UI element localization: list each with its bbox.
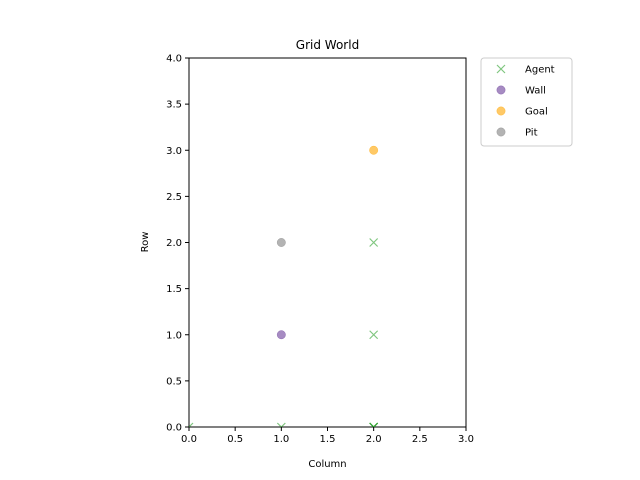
agent-point — [369, 422, 379, 427]
agent-point — [189, 422, 194, 427]
x-tick-label: 0.0 — [181, 434, 197, 445]
pit-point — [276, 238, 286, 247]
y-tick-label: 2.5 — [166, 192, 182, 203]
y-tick-label: 4.0 — [166, 54, 182, 65]
x-tick-label: 2.0 — [366, 434, 382, 445]
x-tick-label: 2.5 — [412, 434, 428, 445]
legend-label-goal: Goal — [525, 107, 548, 118]
legend-box — [480, 57, 573, 147]
data-points — [189, 145, 379, 427]
legend-label-agent: Agent — [525, 65, 555, 76]
plot-area: 0.0 0.5 1.0 1.5 2.0 2.5 3.0 0.0 0.5 1.0 1.5 2.0 2.5 3… — [166, 54, 474, 446]
y-tick-label: 3.5 — [166, 100, 182, 111]
x-tick-label: 3.0 — [458, 434, 474, 445]
y-tick-label: 0.5 — [166, 376, 182, 387]
legend-label-pit: Pit — [525, 128, 538, 139]
legend: Agent Wall Goal Pit — [480, 57, 573, 147]
x-tick-label: 0.5 — [227, 434, 243, 445]
goal-point — [369, 145, 379, 155]
agent-legend-marker — [496, 64, 506, 74]
pit-legend-marker — [496, 127, 506, 137]
agent-point — [369, 330, 379, 340]
x-tick-label: 1.0 — [273, 434, 289, 445]
wall-legend-marker — [496, 85, 506, 95]
wall-point — [276, 330, 286, 340]
chart-title: Grid World — [296, 38, 359, 52]
legend-label-wall: Wall — [525, 86, 546, 97]
y-axis-label: Row — [140, 232, 151, 253]
y-tick-label: 1.5 — [166, 284, 182, 295]
x-axis-label: Column — [308, 459, 346, 470]
agent-point — [369, 238, 379, 247]
goal-legend-marker — [496, 106, 506, 116]
y-tick-label: 0.0 — [166, 423, 182, 434]
y-tick-label: 2.0 — [166, 238, 182, 249]
agent-point — [276, 422, 286, 427]
y-tick-label: 1.0 — [166, 330, 182, 341]
y-tick-label: 3.0 — [166, 146, 182, 157]
axes-frame — [188, 57, 467, 428]
x-tick-label: 1.5 — [320, 434, 336, 445]
